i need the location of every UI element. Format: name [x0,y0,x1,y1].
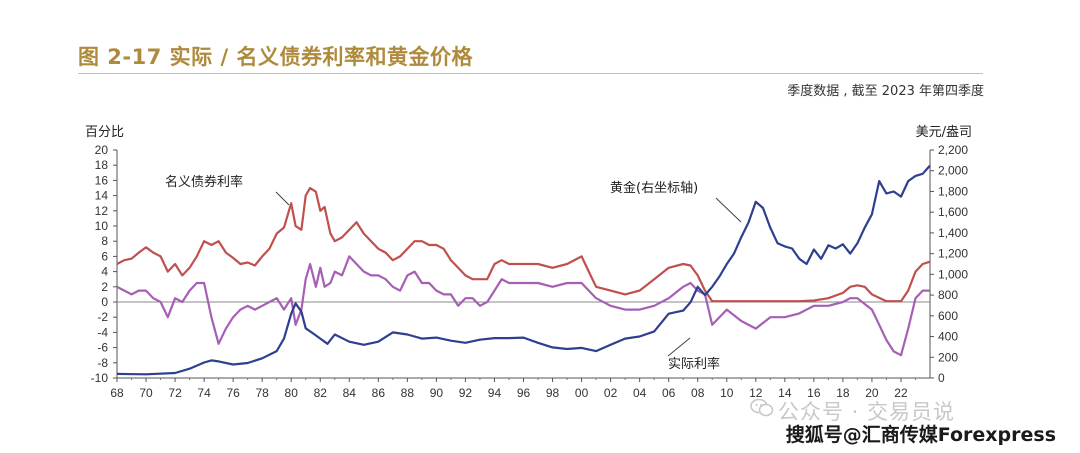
y-right-tick-label: 0 [938,371,945,385]
wechat-icon [750,398,774,417]
x-tick-label: 80 [285,386,299,400]
x-tick-label: 94 [488,386,502,400]
y-left-tick-label: 10 [95,219,109,233]
x-tick-label: 90 [430,386,444,400]
y-axis-right-label: 美元/盎司 [915,125,972,140]
x-tick-label: 10 [720,386,734,400]
x-tick-label: 72 [168,386,182,400]
nominal-rate-line [116,186,931,303]
y-right-tick-label: 1,800 [938,184,968,198]
x-tick-label: 78 [255,386,269,400]
y-right-tick-label: 1,000 [938,267,968,281]
x-tick-label: 98 [546,386,560,400]
x-tick-label: 18 [836,386,850,400]
real-rate-line [116,255,930,357]
y-right-tick-label: 1,200 [938,247,968,261]
y-left-tick-label: 16 [95,173,109,187]
y-right-tick-label: 400 [938,330,958,344]
chart-title: 图 2-17 实际 / 名义债券利率和黄金价格 [78,45,473,69]
x-tick-label: 00 [575,386,589,400]
x-tick-label: 82 [314,386,328,400]
chart-series [116,164,931,376]
x-tick-label: 04 [633,386,647,400]
y-left-tick-label: 0 [101,295,108,309]
y-left-tick-label: 14 [95,189,109,203]
y-left-tick-label: 4 [101,265,108,279]
y-left-tick-label: 12 [95,204,109,218]
chart-subtitle: 季度数据 , 截至 2023 年第四季度 [787,84,984,99]
chart-annotations: 名义债券利率 黄金(右坐标轴) 实际利率 [165,174,742,372]
y-left-tick-label: 18 [95,158,109,172]
gold-price-line [116,164,931,376]
y-right-tick-label: 1,400 [938,226,968,240]
x-tick-label: 20 [865,386,879,400]
x-tick-label: 96 [517,386,531,400]
x-tick-label: 02 [604,386,618,400]
chart-axes: 20181614121086420-2-4-6-8-102,2002,0001,… [91,143,969,400]
y-right-tick-label: 2,200 [938,143,968,157]
y-left-tick-label: -2 [97,310,108,324]
watermark-text: 公众号 · 交易员说 [778,400,956,424]
x-tick-label: 92 [459,386,473,400]
x-tick-label: 22 [894,386,908,400]
x-tick-label: 14 [778,386,792,400]
nominal-rate-annotation: 名义债券利率 [165,174,243,190]
x-tick-label: 76 [226,386,240,400]
y-right-tick-label: 2,000 [938,164,968,178]
y-left-tick-label: 2 [101,280,108,294]
x-tick-label: 08 [691,386,705,400]
x-tick-label: 74 [197,386,211,400]
y-left-tick-label: -6 [97,341,108,355]
annotation-leader-line [667,337,691,357]
x-tick-label: 68 [110,386,124,400]
real-rate-annotation: 实际利率 [668,356,720,372]
annotation-leader-line [275,191,290,206]
y-right-tick-label: 200 [938,350,958,364]
y-left-tick-label: -4 [97,325,108,339]
x-tick-label: 86 [372,386,386,400]
y-left-tick-label: -10 [91,371,109,385]
credit-text: 搜狐号@汇商传媒Forexpress [785,424,1056,446]
x-tick-label: 16 [807,386,821,400]
y-left-tick-label: -8 [97,356,108,370]
y-right-tick-label: 800 [938,288,958,302]
y-axis-left-label: 百分比 [85,125,125,140]
annotation-leader-line [715,197,742,223]
y-left-tick-label: 8 [101,234,108,248]
y-left-tick-label: 20 [95,143,109,157]
x-tick-label: 70 [139,386,153,400]
x-tick-label: 84 [343,386,357,400]
x-tick-label: 88 [401,386,415,400]
y-right-tick-label: 600 [938,309,958,323]
gold-annotation: 黄金(右坐标轴) [610,180,698,196]
title-divider [78,73,983,74]
y-right-tick-label: 1,600 [938,205,968,219]
x-tick-label: 06 [662,386,676,400]
y-left-tick-label: 6 [101,249,108,263]
x-tick-label: 12 [749,386,763,400]
